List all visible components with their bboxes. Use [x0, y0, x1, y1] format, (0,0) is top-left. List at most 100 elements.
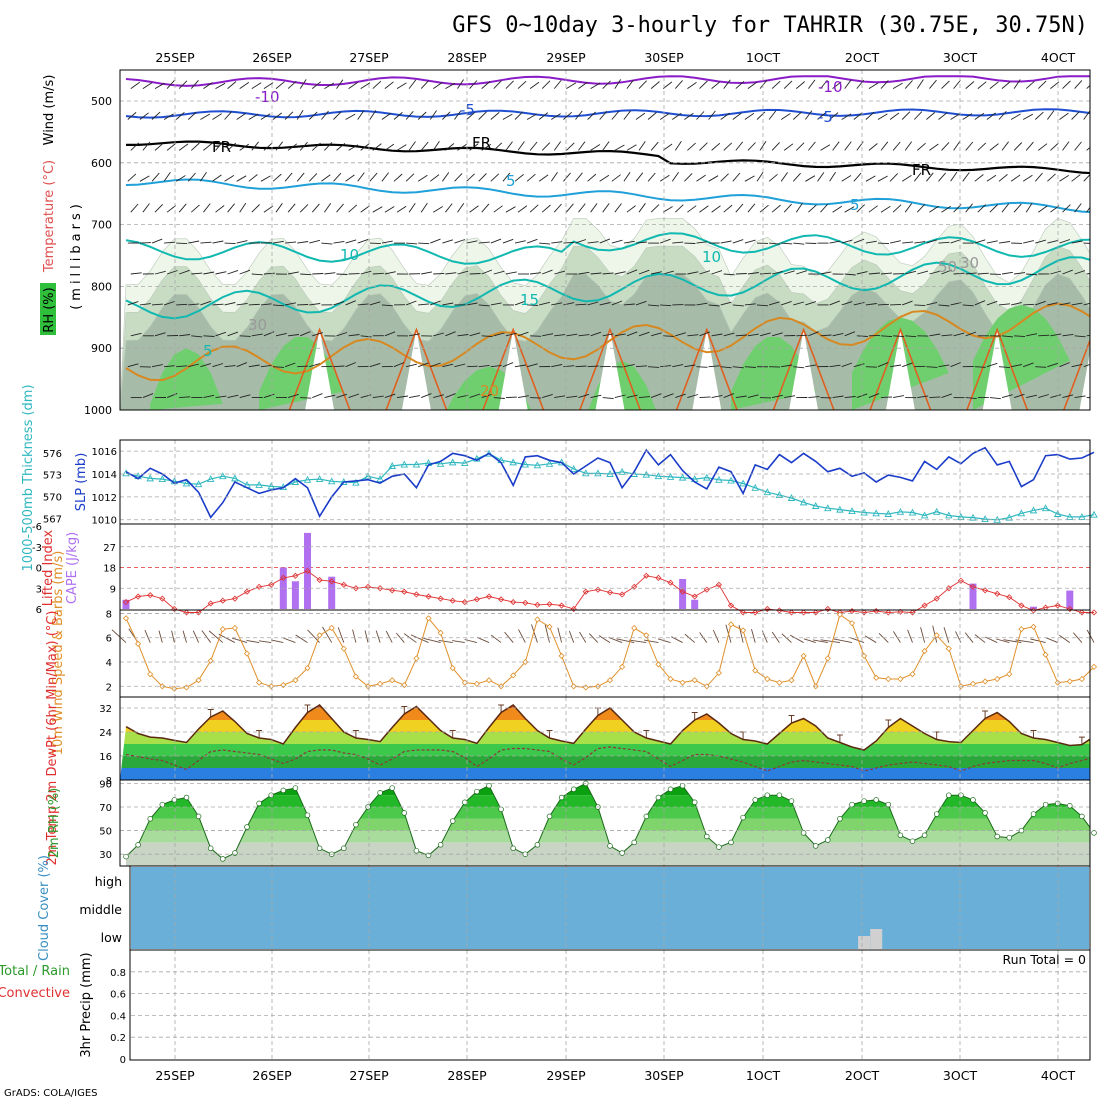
- wind-barb: [553, 79, 562, 89]
- wind-barb: [200, 300, 211, 306]
- wind-barb: [711, 142, 721, 151]
- wind-barb: [384, 81, 394, 89]
- thickness-point: [703, 473, 711, 481]
- wind-barb: [590, 82, 601, 89]
- wind-barb: [913, 111, 923, 120]
- wind-barb: [699, 396, 711, 399]
- wind-barb: [309, 303, 321, 306]
- wind10m-barb: [588, 633, 599, 643]
- wind-barb: [529, 204, 539, 213]
- wind-barb: [941, 393, 952, 399]
- wind-barb: [783, 80, 793, 89]
- cape-ytick: 27: [103, 543, 116, 554]
- wind-barb: [696, 174, 706, 182]
- wind10m-point: [1078, 675, 1085, 683]
- wind10m-point: [885, 675, 892, 683]
- wind10m-point: [582, 684, 589, 691]
- wind-barb: [566, 333, 578, 337]
- wind-barb: [369, 362, 381, 368]
- cloud-level-high: high: [95, 874, 122, 889]
- wind-barb: [735, 203, 744, 213]
- wind10m-barb: [192, 630, 200, 643]
- wind10m-point: [800, 652, 807, 659]
- thickness-point: [231, 474, 239, 482]
- wind-barb: [227, 203, 235, 213]
- rh2m-point: [534, 842, 541, 848]
- li-point: [982, 587, 989, 594]
- wind-barb: [902, 362, 913, 368]
- thickness-point: [1053, 510, 1062, 517]
- wind-barb: [142, 203, 150, 213]
- temp-contour-warm: [579, 327, 642, 410]
- wind-barb: [1001, 335, 1014, 338]
- wind-barb: [142, 82, 153, 89]
- wind-barb: [551, 241, 563, 244]
- thickness-point: [291, 478, 300, 485]
- cloud-cover-panel: [131, 867, 1089, 949]
- wind-barb: [768, 110, 777, 120]
- slp-ylabel: SLP (mb): [74, 453, 89, 512]
- wind-barb: [384, 206, 395, 213]
- wind-barb: [418, 303, 430, 306]
- rh2m-point: [147, 816, 153, 822]
- wind-barb: [950, 239, 962, 244]
- li-point: [147, 592, 154, 599]
- wind-barb: [324, 82, 335, 89]
- wind-barb: [539, 242, 551, 245]
- wind-barb: [660, 304, 672, 307]
- wind-barb: [490, 364, 502, 368]
- wind-barb: [892, 82, 903, 89]
- wind-barb: [623, 172, 631, 182]
- wind-barb: [926, 172, 934, 182]
- wind-barb: [1050, 333, 1062, 337]
- wind-barb: [263, 272, 275, 275]
- wind-barb: [445, 331, 456, 337]
- wind-barb: [723, 393, 735, 399]
- wind-barb: [998, 111, 1007, 120]
- wind-barb: [384, 143, 395, 151]
- wind-barb: [481, 81, 491, 89]
- upper-ytick: 600: [91, 157, 112, 170]
- wind-barb: [442, 111, 451, 120]
- wind-barb: [554, 270, 566, 275]
- wind-barb: [345, 300, 356, 306]
- wind-barb: [248, 364, 260, 368]
- wind-barb: [275, 203, 283, 213]
- wind-barb: [381, 172, 389, 182]
- wind-barb: [151, 238, 163, 244]
- wind-barb: [408, 202, 416, 213]
- wind-barb: [965, 272, 977, 275]
- wind-barb: [880, 396, 893, 399]
- wind-barb: [796, 334, 808, 337]
- wind-barb: [892, 204, 902, 213]
- wind-barb: [469, 143, 479, 151]
- wind-barb: [287, 393, 299, 399]
- wind-barb: [674, 141, 682, 151]
- wind10m-point: [231, 624, 238, 632]
- temp-contour-line: [125, 108, 1090, 119]
- thickness-point: [509, 458, 517, 466]
- wind-barb: [272, 240, 284, 244]
- wind-barb: [687, 394, 699, 399]
- wind-barb: [941, 205, 951, 213]
- wind-barb: [1062, 141, 1070, 151]
- wind-barb: [405, 173, 415, 182]
- wind-barb: [687, 205, 697, 213]
- wind-barb: [563, 111, 572, 120]
- li-point: [824, 605, 831, 613]
- wind10m-point: [328, 624, 335, 632]
- wind-barb: [938, 304, 950, 307]
- wind-barb: [877, 362, 889, 368]
- wind-barb: [590, 144, 601, 151]
- wind-barb: [308, 111, 318, 120]
- wind-barb: [914, 241, 926, 244]
- top-date-label: 3OCT: [943, 50, 978, 65]
- wind-barb: [941, 269, 952, 275]
- wind10m-point: [207, 657, 214, 664]
- wind10m-barb: [452, 640, 465, 644]
- wind-barb: [466, 302, 478, 306]
- wind-barb: [856, 79, 865, 89]
- wind-barb: [1059, 362, 1070, 368]
- wind-barb: [490, 173, 500, 182]
